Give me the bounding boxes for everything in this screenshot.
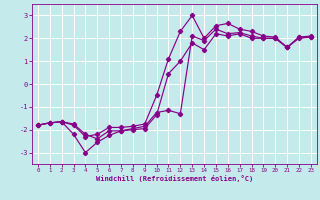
X-axis label: Windchill (Refroidissement éolien,°C): Windchill (Refroidissement éolien,°C) <box>96 175 253 182</box>
